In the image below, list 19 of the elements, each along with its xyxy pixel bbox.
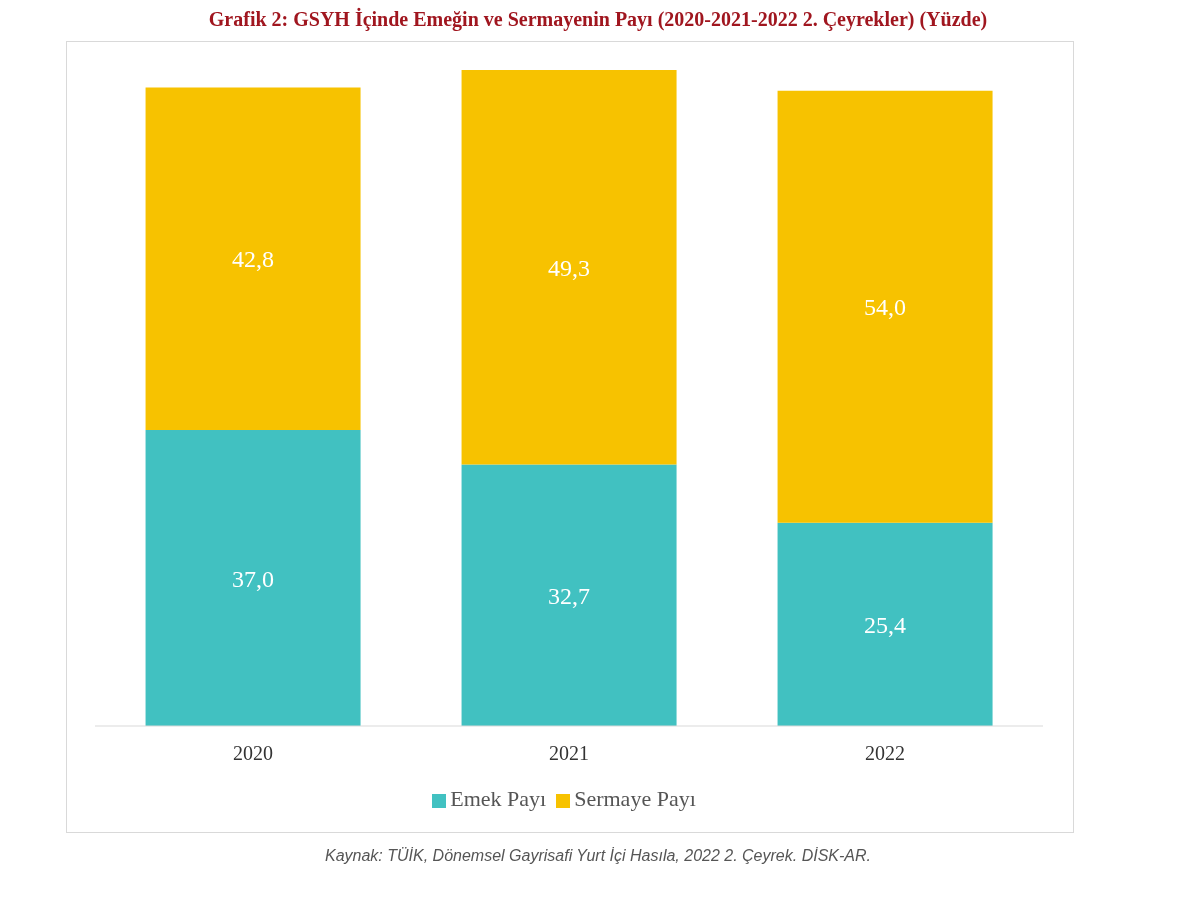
legend-label: Emek Payı (450, 786, 547, 811)
x-tick-label: 2021 (549, 742, 589, 765)
text: Kaynak: TÜİK, Dönemsel Gayrisafi Yurt İçi Hasıla, 2022 2. Çeyrek. DİSK-AR. (324, 847, 872, 865)
bar (145, 430, 361, 726)
legend-label: Sermaye Payı (574, 786, 696, 811)
bar (777, 522, 993, 726)
data-label: 42,8 (232, 246, 275, 273)
data-label: 32,7 (548, 582, 591, 609)
data-label: 54,0 (864, 294, 907, 321)
x-tick-label: 2020 (233, 742, 273, 765)
bar (461, 464, 677, 726)
bar (145, 87, 361, 430)
chart-title: Grafik 2: GSYH İçinde Emeğin ve Sermayenin Payı (2020-2021-2022 2. Çeyrekler) (Yüzde) (207, 8, 989, 31)
bar (461, 70, 677, 465)
bar (777, 90, 993, 523)
data-label: 25,4 (864, 611, 907, 638)
data-label: 37,0 (232, 565, 275, 592)
data-label: 49,3 (548, 254, 591, 281)
x-tick-label: 2022 (865, 742, 905, 765)
